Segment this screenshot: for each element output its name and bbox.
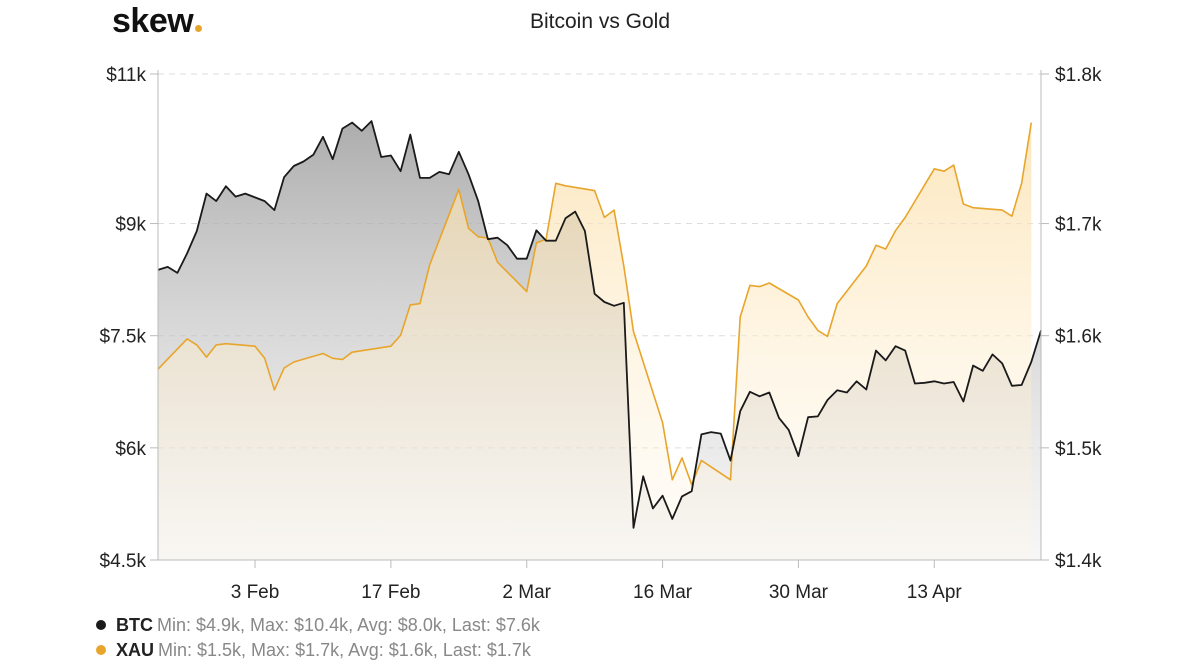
chart-title: Bitcoin vs Gold — [529, 10, 671, 33]
legend-xau-name: XAU — [116, 640, 155, 660]
y-right-tick-label: $1.4k — [1055, 551, 1102, 572]
skew-logo-text: skew — [112, 2, 194, 40]
legend-xau-stats: Min: $1.5k, Max: $1.7k, Avg: $1.6k, Last… — [158, 640, 531, 660]
y-left-tick-label: $7.5k — [100, 327, 147, 348]
xau-dot-icon — [96, 645, 106, 656]
x-tick-label: 16 Mar — [633, 582, 693, 603]
y-left-tick-label: $11k — [106, 65, 146, 86]
legend-item-btc[interactable]: BTC Min: $4.9k, Max: $10.4k, Avg: $8.0k, … — [96, 615, 540, 636]
xau-area — [158, 122, 1032, 560]
y-right-tick-label: $1.8k — [1055, 65, 1102, 86]
legend-btc-stats: Min: $4.9k, Max: $10.4k, Avg: $8.0k, Las… — [157, 615, 540, 635]
x-tick-label: 30 Mar — [769, 582, 829, 603]
x-tick-label: 3 Feb — [231, 582, 280, 603]
series-areas — [158, 121, 1041, 560]
btc-dot-icon — [96, 620, 106, 631]
skew-logo: skew — [112, 2, 203, 41]
x-tick-label: 2 Mar — [502, 582, 551, 603]
y-right-tick-label: $1.5k — [1055, 439, 1102, 460]
y-left-tick-label: $6k — [115, 439, 146, 460]
x-tick-label: 17 Feb — [361, 582, 420, 603]
y-right-tick-label: $1.7k — [1055, 215, 1102, 236]
y-right-tick-label: $1.6k — [1055, 327, 1102, 348]
y-left-tick-label: $9k — [115, 215, 146, 236]
series-lines — [157, 120, 1042, 529]
tick-labels: $11k $1.8k $9k $1.7k $7.5k $1.6k $6k $1.5k $4.5k… — [100, 65, 1102, 603]
legend-btc-name: BTC — [116, 615, 153, 635]
x-tick-label: 13 Apr — [907, 582, 963, 603]
y-left-tick-label: $4.5k — [100, 551, 147, 572]
xau-line — [157, 122, 1033, 486]
legend-item-xau[interactable]: XAU Min: $1.5k, Max: $1.7k, Avg: $1.6k, L… — [96, 640, 531, 661]
logo-dot-icon — [195, 25, 203, 32]
axes — [150, 70, 1049, 568]
btc-line — [157, 120, 1042, 529]
